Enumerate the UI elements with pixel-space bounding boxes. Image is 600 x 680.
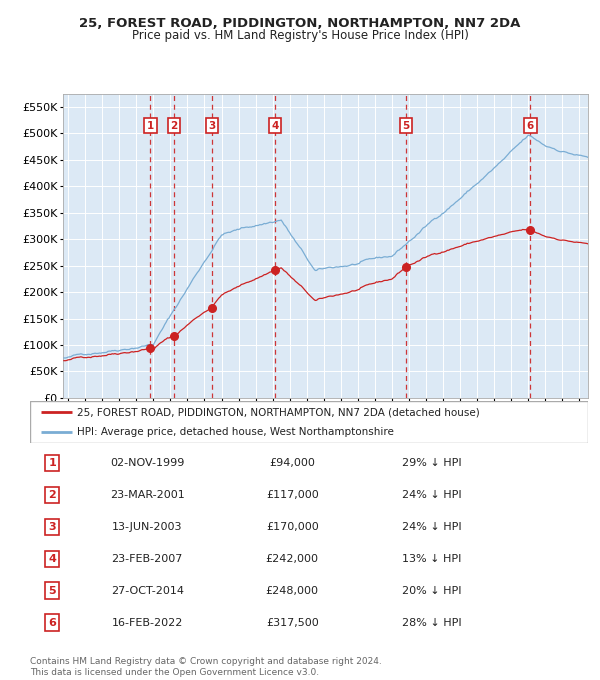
Text: £317,500: £317,500 (266, 617, 319, 628)
Text: 4: 4 (49, 554, 56, 564)
Text: 23-FEB-2007: 23-FEB-2007 (112, 554, 183, 564)
Text: 13% ↓ HPI: 13% ↓ HPI (402, 554, 461, 564)
Text: 24% ↓ HPI: 24% ↓ HPI (402, 522, 461, 532)
Text: 1: 1 (147, 121, 154, 131)
Text: 2: 2 (170, 121, 178, 131)
Text: 25, FOREST ROAD, PIDDINGTON, NORTHAMPTON, NN7 2DA (detached house): 25, FOREST ROAD, PIDDINGTON, NORTHAMPTON… (77, 407, 480, 417)
Text: 20% ↓ HPI: 20% ↓ HPI (402, 585, 461, 596)
Text: 25, FOREST ROAD, PIDDINGTON, NORTHAMPTON, NN7 2DA: 25, FOREST ROAD, PIDDINGTON, NORTHAMPTON… (79, 17, 521, 30)
Text: 29% ↓ HPI: 29% ↓ HPI (402, 458, 461, 468)
Text: 6: 6 (527, 121, 534, 131)
FancyBboxPatch shape (30, 401, 588, 443)
Text: £170,000: £170,000 (266, 522, 319, 532)
Text: 5: 5 (403, 121, 410, 131)
Text: 1: 1 (49, 458, 56, 468)
Text: 02-NOV-1999: 02-NOV-1999 (110, 458, 184, 468)
Text: 28% ↓ HPI: 28% ↓ HPI (402, 617, 461, 628)
Text: £248,000: £248,000 (266, 585, 319, 596)
Text: 3: 3 (208, 121, 215, 131)
Text: 2: 2 (49, 490, 56, 500)
Text: 27-OCT-2014: 27-OCT-2014 (110, 585, 184, 596)
Text: £117,000: £117,000 (266, 490, 319, 500)
Text: £242,000: £242,000 (266, 554, 319, 564)
Text: 6: 6 (49, 617, 56, 628)
Text: 24% ↓ HPI: 24% ↓ HPI (402, 490, 461, 500)
Text: 13-JUN-2003: 13-JUN-2003 (112, 522, 182, 532)
Text: 16-FEB-2022: 16-FEB-2022 (112, 617, 183, 628)
Text: 4: 4 (271, 121, 279, 131)
Text: Contains HM Land Registry data © Crown copyright and database right 2024.
This d: Contains HM Land Registry data © Crown c… (30, 657, 382, 677)
Text: HPI: Average price, detached house, West Northamptonshire: HPI: Average price, detached house, West… (77, 427, 394, 437)
Text: 5: 5 (49, 585, 56, 596)
Text: Price paid vs. HM Land Registry's House Price Index (HPI): Price paid vs. HM Land Registry's House … (131, 29, 469, 41)
Text: 3: 3 (49, 522, 56, 532)
Text: 23-MAR-2001: 23-MAR-2001 (110, 490, 185, 500)
Text: £94,000: £94,000 (269, 458, 315, 468)
